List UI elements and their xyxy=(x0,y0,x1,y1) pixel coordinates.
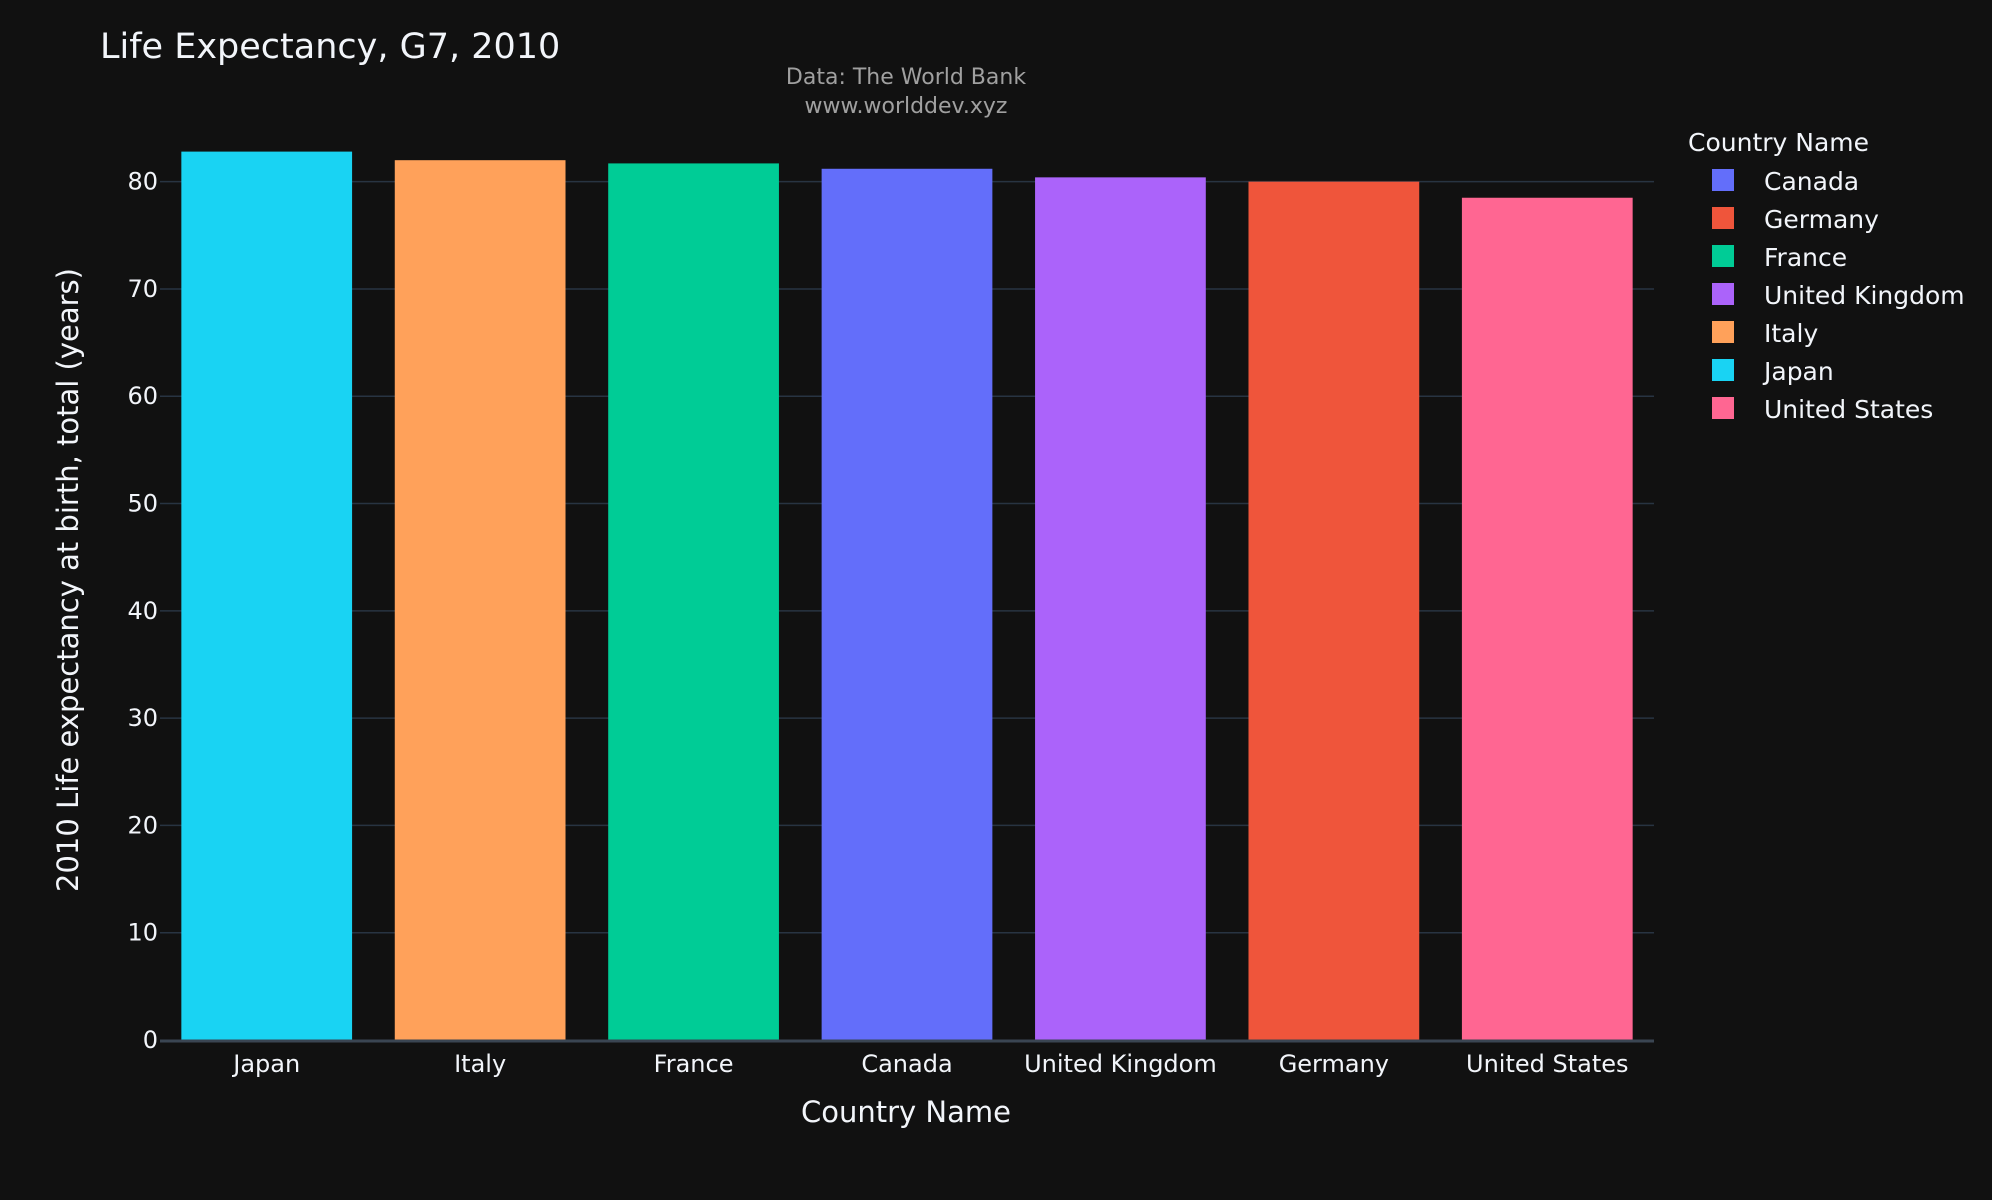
legend-swatch-japan xyxy=(1712,359,1734,381)
chart-title: Life Expectancy, G7, 2010 xyxy=(100,27,560,67)
legend-label-united-states: United States xyxy=(1764,395,1933,424)
legend-swatch-canada xyxy=(1712,169,1734,191)
y-tick-label-30: 30 xyxy=(127,704,158,732)
legend-swatch-united-kingdom xyxy=(1712,283,1734,305)
x-tick-label-canada: Canada xyxy=(861,1050,952,1078)
y-tick-label-40: 40 xyxy=(127,597,158,625)
y-tick-label-60: 60 xyxy=(127,382,158,410)
x-tick-label-italy: Italy xyxy=(454,1050,506,1078)
x-tick-label-germany: Germany xyxy=(1279,1050,1389,1078)
bar-france xyxy=(608,163,779,1041)
legend-label-germany: Germany xyxy=(1764,205,1879,234)
legend-label-italy: Italy xyxy=(1764,319,1818,348)
bar-germany xyxy=(1248,181,1420,1040)
legend-swatch-france xyxy=(1712,245,1734,267)
y-tick-label-80: 80 xyxy=(127,168,158,196)
legend-swatch-germany xyxy=(1712,207,1734,229)
bars xyxy=(181,151,1633,1041)
chart-subtitle-line-1: Data: The World Bank xyxy=(786,65,1026,90)
bar-japan xyxy=(181,151,353,1040)
y-tick-label-50: 50 xyxy=(127,490,158,518)
legend-label-canada: Canada xyxy=(1764,167,1859,196)
bar-united-states xyxy=(1461,197,1633,1040)
legend-label-japan: Japan xyxy=(1762,357,1834,386)
x-tick-label-japan: Japan xyxy=(231,1050,300,1078)
y-tick-label-0: 0 xyxy=(143,1026,158,1054)
x-tick-label-united-states: United States xyxy=(1466,1050,1629,1078)
legend-label-united-kingdom: United Kingdom xyxy=(1764,281,1965,310)
y-tick-label-70: 70 xyxy=(127,275,158,303)
x-tick-labels: Japan Italy France Canada United Kingdom Germ… xyxy=(231,1050,1628,1078)
legend-swatch-italy xyxy=(1712,321,1734,343)
legend-swatch-united-states xyxy=(1712,397,1734,419)
bar-united-kingdom xyxy=(1035,177,1206,1041)
y-axis-label: 2010 Life expectancy at birth, total (ye… xyxy=(51,268,85,892)
y-tick-labels: 0 10 20 30 40 50 60 70 80 xyxy=(127,168,158,1054)
x-axis-label: Country Name xyxy=(801,1095,1011,1129)
y-tick-label-10: 10 xyxy=(127,919,158,947)
legend-label-france: France xyxy=(1764,243,1847,272)
bar-italy xyxy=(394,160,566,1040)
legend: Canada Germany France United Kingdom Italy Ja… xyxy=(1712,167,1965,424)
chart-subtitle-line-2: www.worlddev.xyz xyxy=(805,94,1008,119)
x-tick-label-united-kingdom: United Kingdom xyxy=(1024,1050,1217,1078)
x-tick-label-france: France xyxy=(654,1050,734,1078)
bar-canada xyxy=(821,168,993,1041)
y-tick-label-20: 20 xyxy=(127,811,158,839)
legend-title: Country Name xyxy=(1688,128,1869,157)
